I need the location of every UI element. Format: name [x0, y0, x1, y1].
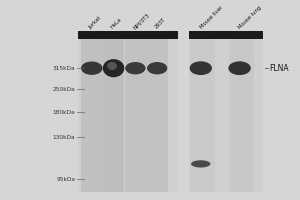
Bar — [78, 31, 263, 39]
Ellipse shape — [190, 61, 212, 75]
Text: 130kDa: 130kDa — [53, 135, 75, 140]
Bar — [78, 31, 263, 192]
Ellipse shape — [125, 62, 146, 74]
Text: 180kDa: 180kDa — [53, 110, 75, 115]
Text: 250kDa: 250kDa — [52, 87, 75, 92]
Bar — [229, 39, 254, 192]
Bar — [103, 39, 124, 192]
Bar — [81, 39, 103, 192]
Text: FLNA: FLNA — [269, 64, 289, 73]
Ellipse shape — [103, 59, 124, 77]
Ellipse shape — [147, 62, 167, 74]
Text: Mouse liver: Mouse liver — [199, 5, 224, 30]
Text: NIH/3T3: NIH/3T3 — [132, 12, 150, 30]
Bar — [146, 39, 168, 192]
Text: 293T: 293T — [154, 17, 166, 30]
Bar — [124, 39, 146, 192]
Ellipse shape — [107, 62, 117, 70]
Ellipse shape — [191, 160, 211, 168]
Bar — [178, 31, 189, 192]
Text: HeLa: HeLa — [110, 17, 123, 30]
Text: Jurkat: Jurkat — [88, 15, 103, 30]
Ellipse shape — [81, 62, 103, 75]
Bar — [190, 39, 215, 192]
Text: 315kDa: 315kDa — [53, 66, 75, 71]
Text: Mouse lung: Mouse lung — [238, 5, 262, 30]
Text: 95kDa: 95kDa — [56, 177, 75, 182]
Ellipse shape — [228, 61, 251, 75]
